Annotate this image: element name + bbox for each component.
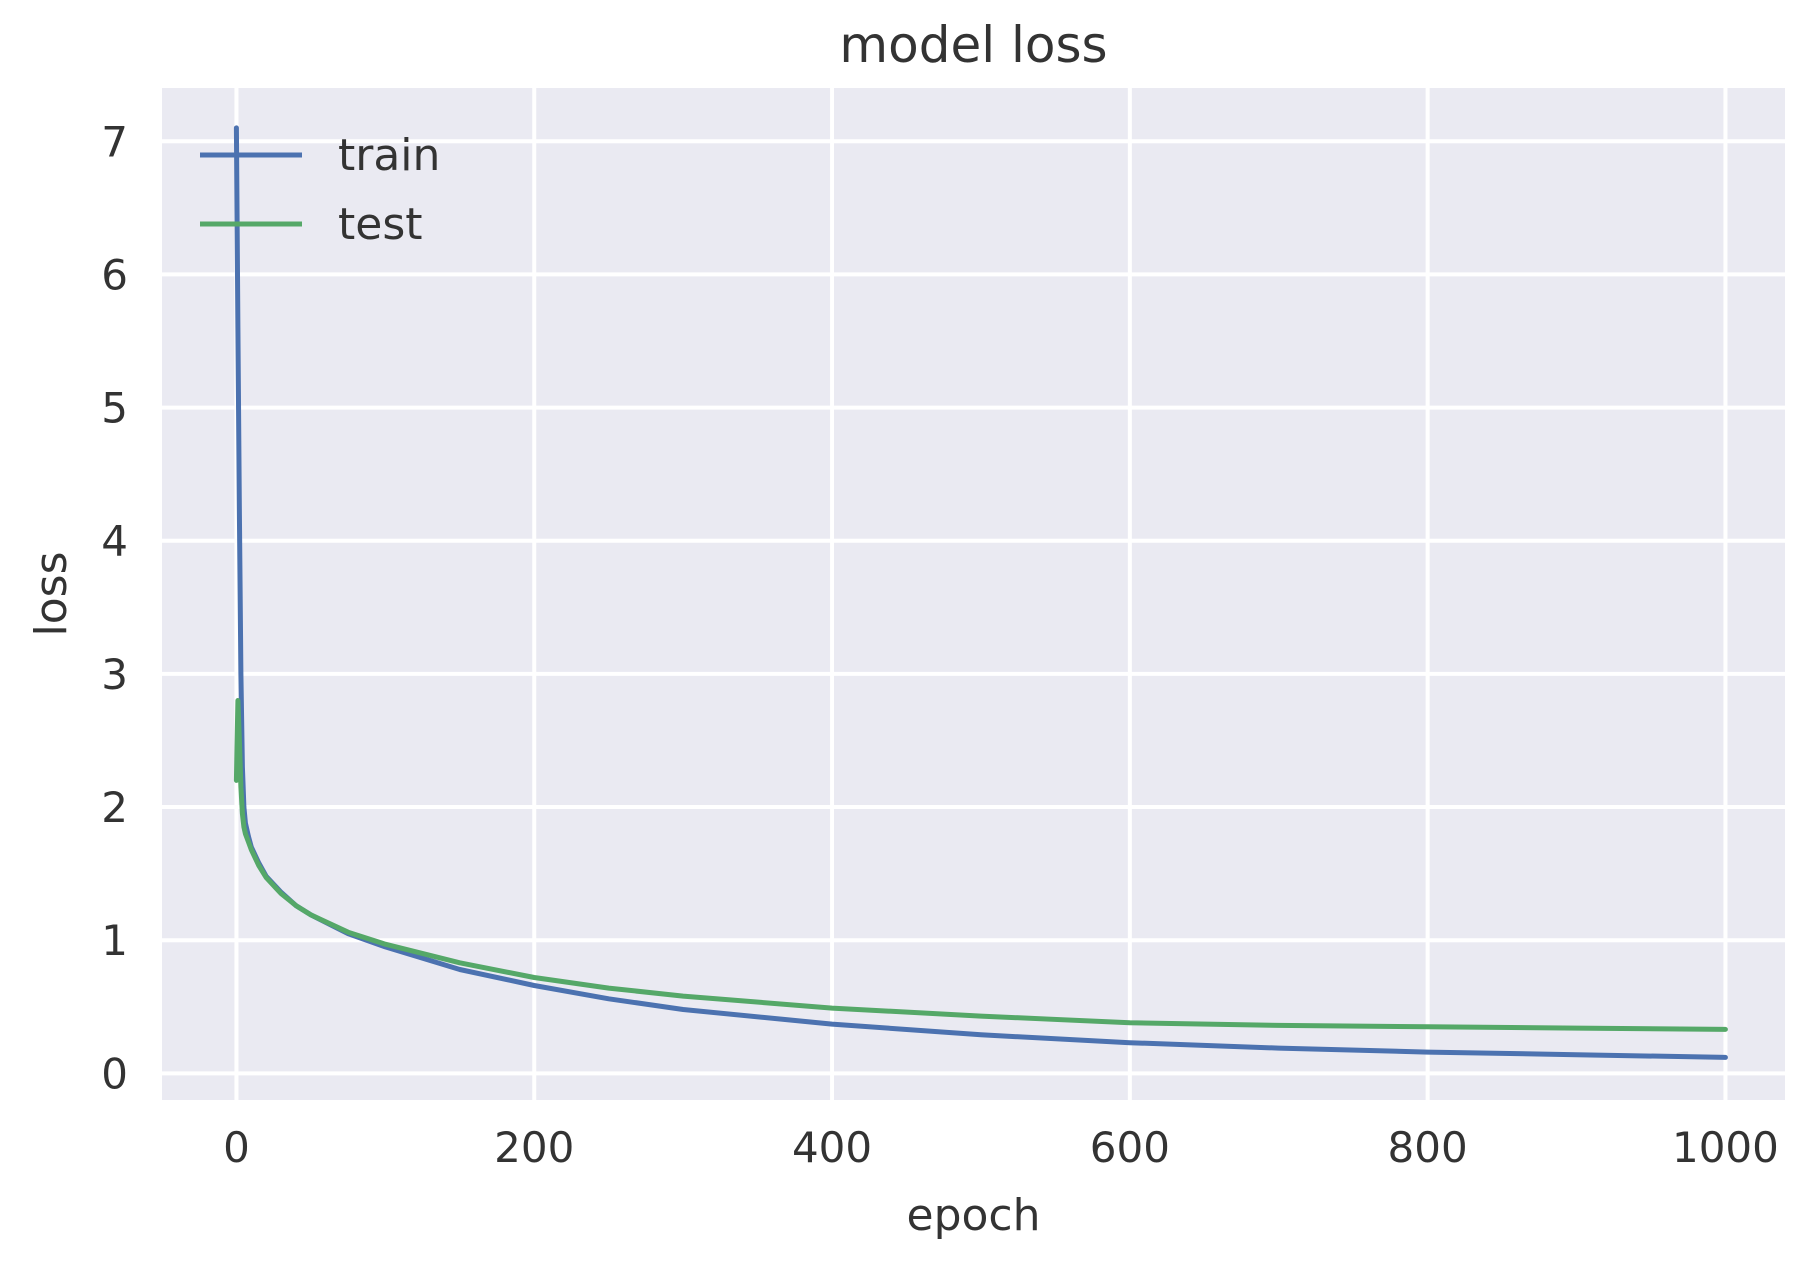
y-tick-label: 0 bbox=[101, 1049, 128, 1098]
x-axis-label: epoch bbox=[907, 1190, 1041, 1241]
y-tick-label: 6 bbox=[101, 250, 128, 299]
series-line-test bbox=[233, 698, 1728, 1032]
x-tick-label: 400 bbox=[792, 1123, 872, 1172]
x-tick-label: 200 bbox=[494, 1123, 574, 1172]
y-tick-label: 5 bbox=[101, 384, 128, 433]
plot-area bbox=[162, 88, 1785, 1100]
x-tick-label: 0 bbox=[223, 1123, 250, 1172]
legend-label-train: train bbox=[338, 130, 440, 181]
tick-labels: 0 200 400 600 800 1000 0 1 2 3 4 5 6 7 bbox=[101, 117, 1779, 1172]
y-tick-label: 4 bbox=[101, 517, 128, 566]
grid-lines bbox=[162, 88, 1785, 1100]
x-tick-label: 800 bbox=[1388, 1123, 1468, 1172]
x-tick-label: 600 bbox=[1090, 1123, 1170, 1172]
y-axis-label: loss bbox=[26, 552, 77, 637]
legend-label-test: test bbox=[338, 199, 423, 250]
y-tick-label: 1 bbox=[101, 916, 128, 965]
y-tick-label: 7 bbox=[101, 117, 128, 166]
chart-title: model loss bbox=[839, 16, 1107, 74]
series-layer bbox=[233, 125, 1728, 1060]
y-tick-label: 3 bbox=[101, 650, 128, 699]
x-tick-label: 1000 bbox=[1672, 1123, 1779, 1172]
legend: train test bbox=[200, 130, 440, 250]
y-tick-label: 2 bbox=[101, 783, 128, 832]
